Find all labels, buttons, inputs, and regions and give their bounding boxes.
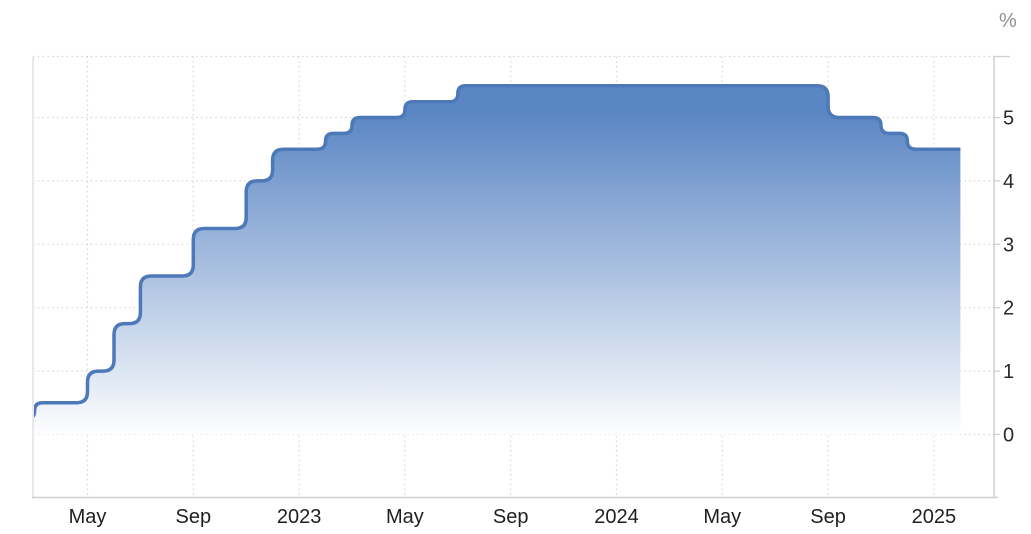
rate-area-fill <box>33 85 961 435</box>
y-axis-label: 4 <box>1003 171 1014 193</box>
y-axis-label: 0 <box>1003 425 1014 447</box>
y-axis-unit-label: % <box>999 10 1017 32</box>
x-axis-label: Sep <box>176 506 212 528</box>
x-axis-label: Sep <box>810 506 846 528</box>
y-axis-label: 5 <box>1003 108 1014 130</box>
y-axis-label: 1 <box>1003 361 1014 383</box>
y-axis-label: 3 <box>1003 234 1014 256</box>
x-axis-label: May <box>703 506 741 528</box>
x-axis-label: Sep <box>493 506 529 528</box>
y-axis-label: 2 <box>1003 298 1014 320</box>
x-axis-label: May <box>69 506 107 528</box>
x-axis-label: 2023 <box>277 506 322 528</box>
x-axis-label: 2025 <box>912 506 957 528</box>
rate-line <box>33 84 961 419</box>
x-axis-label: 2024 <box>594 506 639 528</box>
x-axis-label: May <box>386 506 424 528</box>
